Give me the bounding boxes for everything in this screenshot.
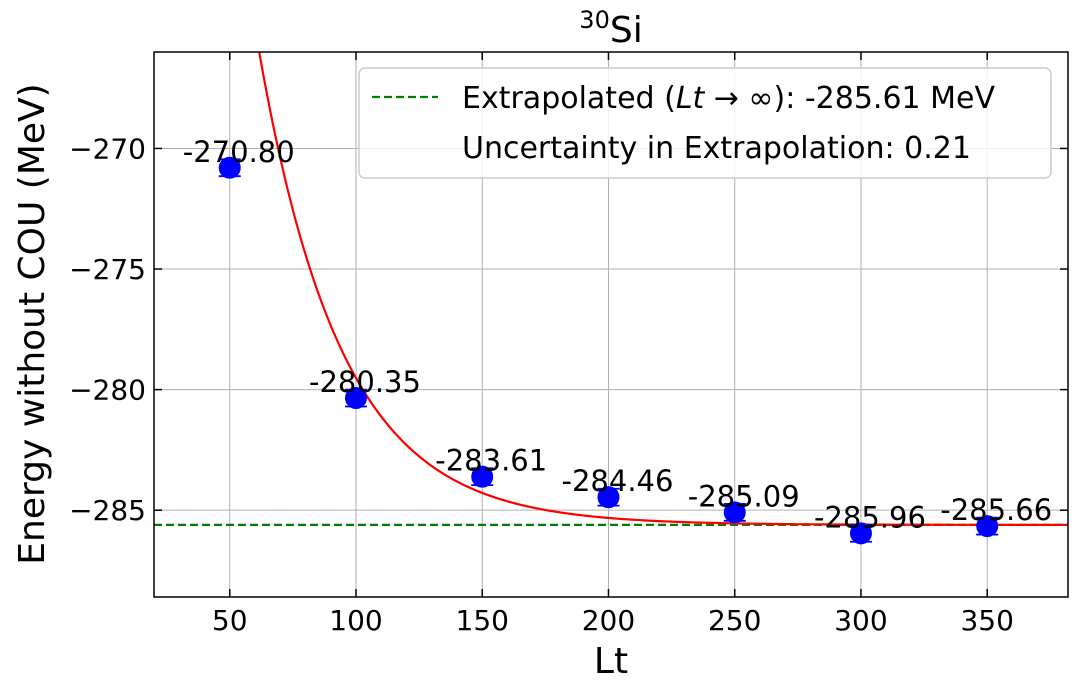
- data-point: [597, 486, 620, 509]
- title-main: Si: [610, 10, 643, 51]
- y-tick-label: −275: [69, 253, 146, 286]
- x-tick-label: 350: [960, 604, 1013, 637]
- y-axis-label: Energy without COU (MeV): [12, 83, 53, 564]
- title-superscript: 30: [579, 6, 610, 34]
- legend-box: [358, 67, 1052, 179]
- chart-title: 30Si: [579, 6, 642, 51]
- data-label: -285.66: [940, 493, 1052, 527]
- data-label: -285.09: [688, 479, 800, 513]
- legend-uncertainty-label: Uncertainty in Extrapolation: 0.21: [462, 131, 971, 166]
- x-tick-label: 250: [708, 604, 761, 637]
- x-tick-label: 100: [329, 604, 382, 637]
- data-point: [849, 522, 872, 545]
- data-point: [471, 465, 494, 488]
- data-point: [218, 156, 241, 179]
- x-tick-label: 150: [456, 604, 509, 637]
- x-tick-label: 300: [834, 604, 887, 637]
- data-point: [723, 501, 746, 524]
- data-label: -284.46: [562, 464, 674, 498]
- legend: Extrapolated (Lt → ∞): -285.61 MeV Uncer…: [358, 67, 1052, 179]
- legend-extrapolated-label: Extrapolated (Lt → ∞): -285.61 MeV: [462, 81, 996, 116]
- plot-frame: [153, 51, 1069, 598]
- x-axis-label: Lt: [594, 641, 628, 682]
- data-point: [344, 387, 367, 410]
- fit-curve: [258, 52, 1068, 526]
- x-tick-label: 200: [582, 604, 635, 637]
- data-point: [976, 515, 999, 538]
- y-tick-label: −280: [69, 374, 146, 407]
- data-label: -280.35: [309, 365, 421, 399]
- data-label: -285.96: [814, 500, 926, 534]
- y-tick-label: −270: [69, 132, 146, 165]
- data-label: -283.61: [435, 444, 547, 478]
- data-label: -270.80: [183, 135, 295, 169]
- y-tick-label: −285: [69, 494, 146, 527]
- x-tick-label: 50: [212, 604, 248, 637]
